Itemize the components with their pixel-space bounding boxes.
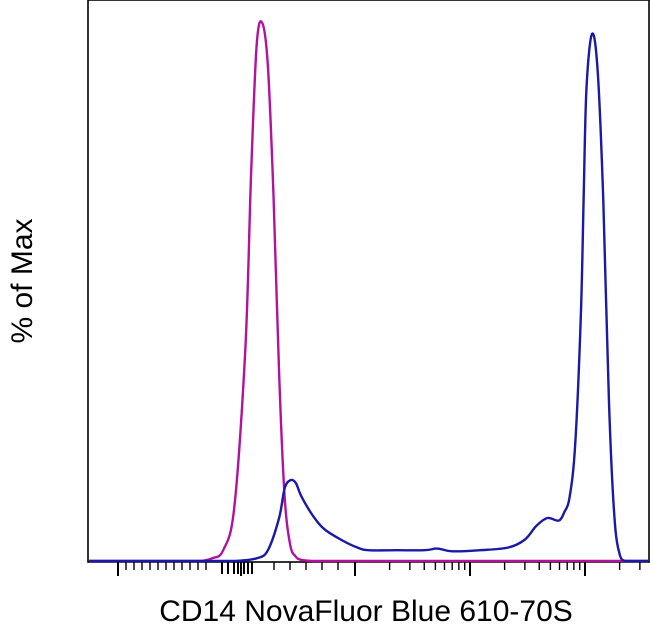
series-line-1 [89,20,648,563]
x-axis-ticks [117,562,641,576]
series-line-2 [89,32,648,563]
y-axis-label: % of Max [6,218,39,343]
x-axis-label: CD14 NovaFluor Blue 610-70S [159,595,573,628]
series-layer [89,20,648,563]
plot-frame [87,0,650,563]
